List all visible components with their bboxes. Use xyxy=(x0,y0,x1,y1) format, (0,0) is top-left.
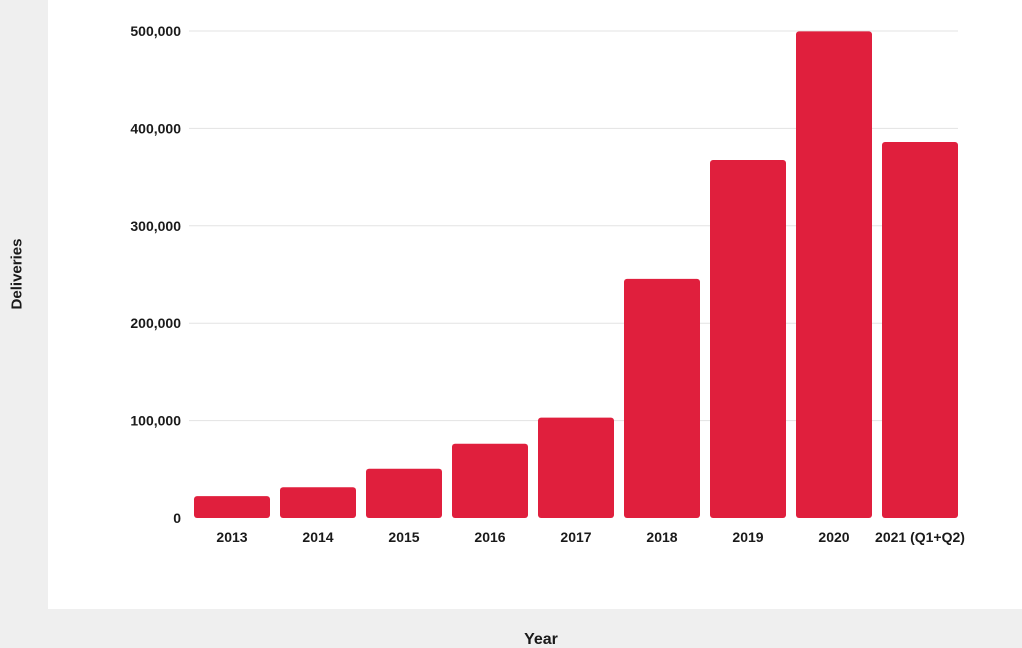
y-tick-label: 100,000 xyxy=(130,413,181,429)
bottom-margin-band xyxy=(48,609,1022,648)
bar-2014 xyxy=(280,487,356,518)
x-tick-label: 2016 xyxy=(474,529,505,545)
bar-2018 xyxy=(624,278,700,518)
x-tick-label: 2015 xyxy=(388,529,419,545)
bar-2017 xyxy=(538,417,614,518)
x-tick-label: 2020 xyxy=(818,529,849,545)
x-tick-label: 2019 xyxy=(732,529,763,545)
y-tick-label: 300,000 xyxy=(130,218,181,234)
bar-2019 xyxy=(710,160,786,518)
x-tick-label: 2018 xyxy=(646,529,677,545)
bar-2013 xyxy=(194,496,270,518)
y-axis-ticks: 0 100,000 200,000 300,000 400,000 500,000 xyxy=(130,23,181,526)
x-axis-label: Year xyxy=(524,631,558,648)
x-axis-ticks: 2013 2014 2015 2016 2017 2018 2019 2020 2021 (Q1… xyxy=(216,529,965,545)
bar-2015 xyxy=(366,468,442,518)
bar-2016 xyxy=(452,443,528,518)
x-tick-label: 2013 xyxy=(216,529,247,545)
y-axis-label: Deliveries xyxy=(8,238,26,310)
y-tick-label: 500,000 xyxy=(130,23,181,39)
left-margin-band xyxy=(0,0,48,648)
y-tick-label: 0 xyxy=(173,510,181,526)
x-tick-label: 2021 (Q1+Q2) xyxy=(875,529,965,545)
bar-2021 xyxy=(882,142,958,518)
y-tick-label: 400,000 xyxy=(130,120,181,136)
x-tick-label: 2014 xyxy=(302,529,333,545)
bar-2020 xyxy=(796,31,872,519)
bars xyxy=(194,31,958,519)
y-tick-label: 200,000 xyxy=(130,315,181,331)
x-tick-label: 2017 xyxy=(560,529,591,545)
